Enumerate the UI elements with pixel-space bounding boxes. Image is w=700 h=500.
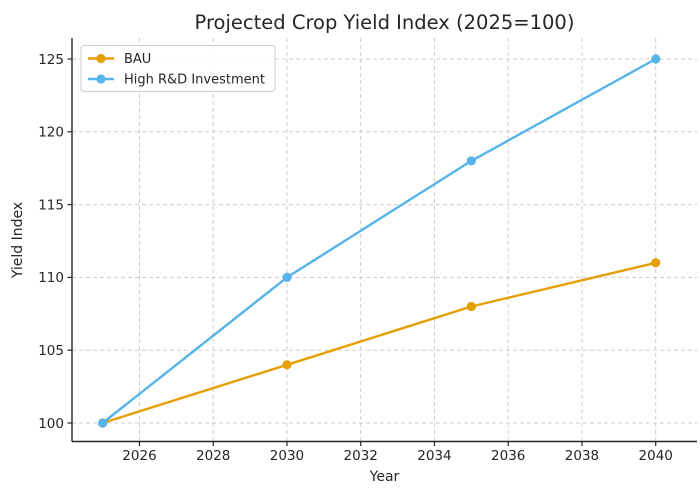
bau-data-marker <box>651 258 661 268</box>
grid-layer <box>72 38 697 442</box>
x-tick-label: 2026 <box>122 448 156 464</box>
legend-entry-label: BAU <box>124 52 151 67</box>
y-tick-label: 100 <box>38 416 64 432</box>
y-tick-label: 105 <box>38 343 64 359</box>
bau-data-marker <box>466 301 476 312</box>
x-tick-label: 2028 <box>196 448 230 464</box>
legend-entry-label: High R&D Investment <box>124 73 265 88</box>
legend-sample-marker <box>96 53 106 64</box>
x-tick-label: 2030 <box>270 448 304 464</box>
legend-sample-marker <box>96 74 106 84</box>
x-tick-label: 2034 <box>417 448 451 464</box>
high-rd-data-marker <box>282 272 292 282</box>
x-tick-label: 2040 <box>639 448 673 464</box>
bau-data-marker <box>282 360 292 370</box>
high-rd-data-marker <box>466 156 476 166</box>
high-rd-series-line <box>101 57 657 425</box>
x-tick-label: 2036 <box>491 448 525 464</box>
legend: BAU High R&D Investment <box>80 45 276 92</box>
x-tick-label: 2032 <box>344 448 378 464</box>
y-tick-label: 115 <box>38 197 64 213</box>
bau-series-line <box>101 261 657 425</box>
chart-title: Projected Crop Yield Index (2025=100) <box>195 11 575 34</box>
x-axis-label: Year <box>369 469 400 485</box>
y-tick-label: 110 <box>38 270 64 286</box>
x-tick-label: 2038 <box>565 448 599 464</box>
legend-box <box>80 45 276 92</box>
series-layer <box>98 54 661 428</box>
y-tick-label: 125 <box>38 52 64 68</box>
high-rd-data-marker <box>651 54 661 64</box>
high-rd-data-marker <box>98 418 108 428</box>
y-axis-label: Yield Index <box>10 202 26 279</box>
y-tick-label: 120 <box>38 125 64 141</box>
axes-layer: 2026 2028 2030 2032 2034 2036 2038 2040 100 105 11… <box>38 38 697 464</box>
